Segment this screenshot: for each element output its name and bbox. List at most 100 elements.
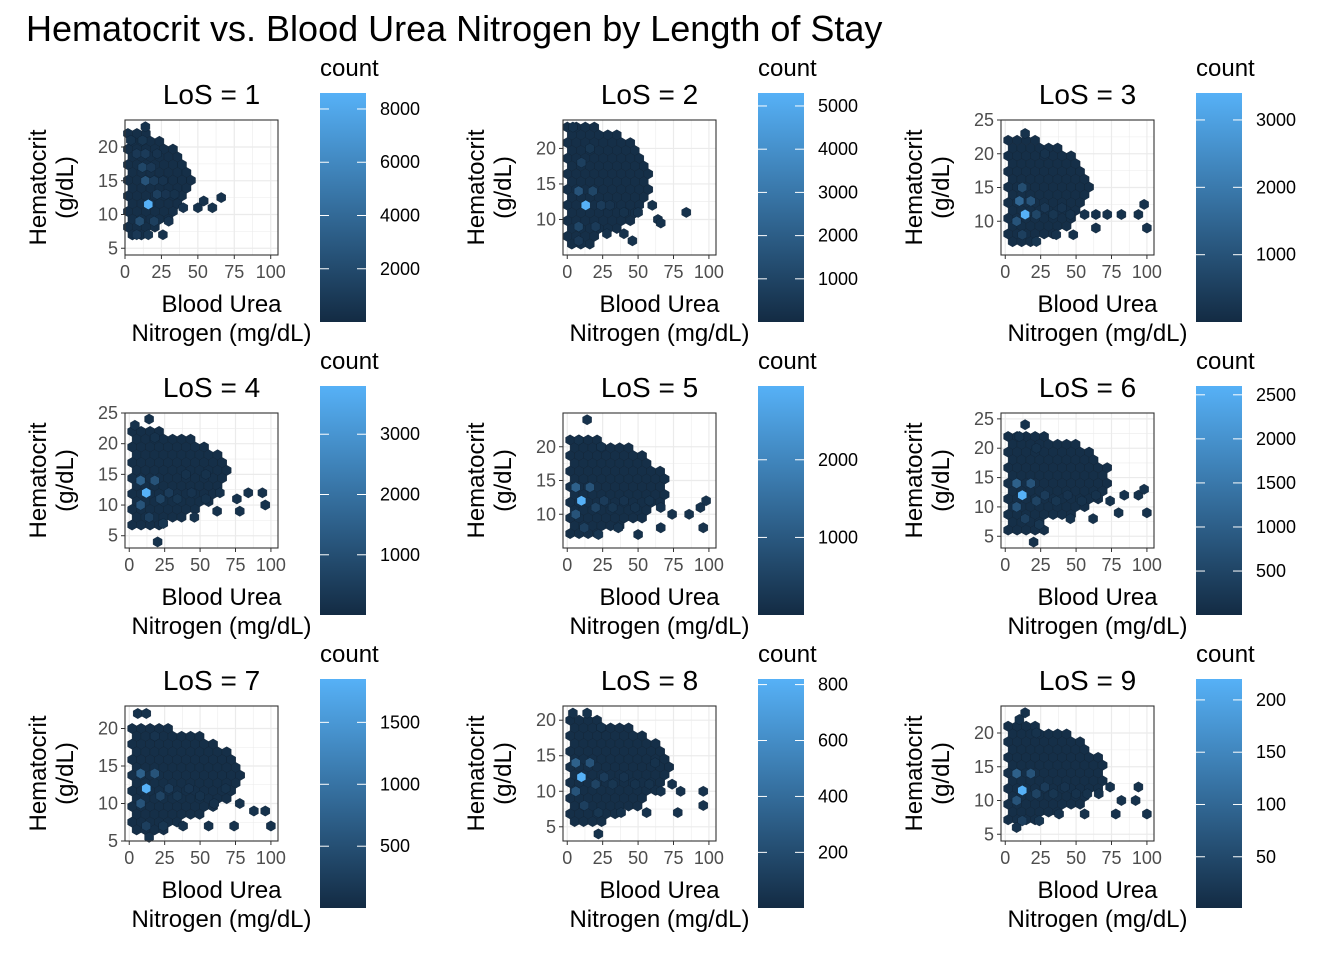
hex-bin [144, 413, 154, 425]
hex-bin [656, 502, 666, 513]
y-axis-title: (g/dL) [928, 156, 955, 219]
x-tick-label: 75 [663, 555, 683, 575]
hex-bin [232, 493, 242, 505]
hex-bin [1061, 220, 1072, 232]
legend-tick-label: 600 [818, 731, 848, 751]
hex-bin [141, 708, 152, 719]
x-axis-title: Blood Urea [161, 584, 282, 611]
hex-bin [189, 511, 200, 523]
hex-bin [200, 493, 211, 505]
hex-bin [1091, 222, 1101, 234]
hex-bin [144, 511, 154, 523]
hex-bin [647, 199, 657, 211]
hex-bin [1020, 513, 1030, 525]
panel-border [124, 705, 279, 842]
hex-bin [266, 820, 276, 832]
x-axis-title: Nitrogen (mg/dL) [1007, 613, 1187, 640]
hex-bin [576, 771, 587, 783]
hex-bin [573, 221, 584, 233]
x-axis-title: Nitrogen (mg/dL) [131, 613, 311, 640]
hex-bin [1065, 209, 1076, 220]
hexbin-layer [127, 708, 276, 843]
y-tick-label: 10 [536, 781, 556, 801]
facet-panel-8: 0 25 50 75 100 5 10 15 20 LoS = 8 Blood UreaNitrog… [463, 641, 848, 933]
hex-bin [194, 808, 205, 820]
facet-panel-4: 0 25 50 75 100 5 10 15 20 25 LoS = 4 Blood UreaNitr… [25, 348, 420, 640]
legend-tick-label: 1000 [818, 269, 858, 289]
hex-bin [1057, 202, 1067, 214]
hex-bin [1040, 148, 1050, 160]
y-tick-label: 5 [546, 817, 556, 837]
legend-tick-label: 2000 [1256, 177, 1296, 197]
hex-bin [596, 816, 607, 828]
hex-bin [1034, 519, 1045, 530]
y-tick-label: 25 [974, 110, 994, 130]
hex-bin [155, 790, 166, 802]
hex-bin [131, 229, 142, 241]
hex-bin [1142, 808, 1152, 820]
legend-title: count [1196, 55, 1255, 82]
hex-bin [215, 487, 225, 499]
x-tick-label: 75 [663, 848, 683, 868]
legend-tick-label: 2000 [380, 259, 420, 279]
hex-bin [1048, 788, 1059, 800]
y-tick-label: 15 [974, 757, 994, 777]
hex-bin [698, 522, 708, 534]
legend-tick-label: 3000 [380, 424, 420, 444]
x-axis-title: Nitrogen (mg/dL) [1007, 320, 1187, 347]
hex-bin [260, 805, 270, 817]
facet-title: LoS = 9 [1039, 665, 1136, 696]
hex-bin [1065, 513, 1076, 525]
hex-bin [143, 198, 154, 210]
hex-bin [1040, 781, 1050, 793]
legend-title: count [320, 348, 379, 375]
hex-bin [181, 468, 191, 480]
hexbin-layer [565, 414, 711, 540]
x-tick-label: 50 [190, 555, 210, 575]
hexbin-layer [1003, 128, 1152, 248]
hex-bin [141, 820, 152, 832]
y-tick-label: 15 [98, 464, 118, 484]
y-tick-label: 15 [974, 468, 994, 488]
hex-bin [234, 798, 245, 809]
x-axis-title: Blood Urea [1037, 291, 1158, 318]
hex-bin [571, 508, 581, 520]
hex-bin [571, 481, 581, 493]
x-tick-label: 100 [1132, 848, 1162, 868]
hex-bin [602, 228, 612, 240]
x-axis-title: Blood Urea [1037, 584, 1158, 611]
y-tick-label: 25 [98, 403, 118, 423]
facet-panel-5: 0 25 50 75 100 10 15 20 LoS = 5 Blood UreaNitroge… [463, 348, 858, 640]
y-tick-label: 20 [98, 137, 118, 157]
facet-title: LoS = 1 [163, 79, 260, 110]
hex-bin [1011, 477, 1022, 489]
x-axis-title: Blood Urea [599, 291, 720, 318]
hex-bin [169, 188, 180, 200]
legend-tick-label: 150 [1256, 742, 1286, 762]
x-tick-label: 100 [1132, 262, 1162, 282]
y-axis-title: (g/dL) [490, 156, 517, 219]
y-axis-title: Hematocrit [25, 422, 52, 538]
x-tick-label: 25 [151, 262, 171, 282]
hex-bin [135, 798, 146, 809]
x-tick-label: 50 [1066, 262, 1086, 282]
hex-bin [613, 522, 623, 534]
hex-bin [1011, 501, 1022, 513]
legend-tick-label: 500 [1256, 561, 1286, 581]
y-tick-label: 10 [536, 504, 556, 524]
hex-bin [582, 414, 592, 426]
hex-bin [633, 529, 643, 540]
y-axis-title: (g/dL) [490, 742, 517, 805]
y-tick-label: 20 [536, 437, 556, 457]
hex-bin [149, 768, 160, 779]
x-tick-label: 0 [562, 555, 572, 575]
panel-border [1000, 412, 1155, 549]
color-legend: count 1000 2000 3000 4000 5000 [758, 55, 858, 322]
hex-bin [607, 502, 618, 513]
hex-bin [644, 495, 655, 507]
y-tick-label: 10 [974, 791, 994, 811]
hex-bin [137, 134, 148, 146]
legend-tick-label: 3000 [818, 182, 858, 202]
hex-bin [1025, 768, 1036, 779]
legend-colorbar [758, 93, 804, 322]
